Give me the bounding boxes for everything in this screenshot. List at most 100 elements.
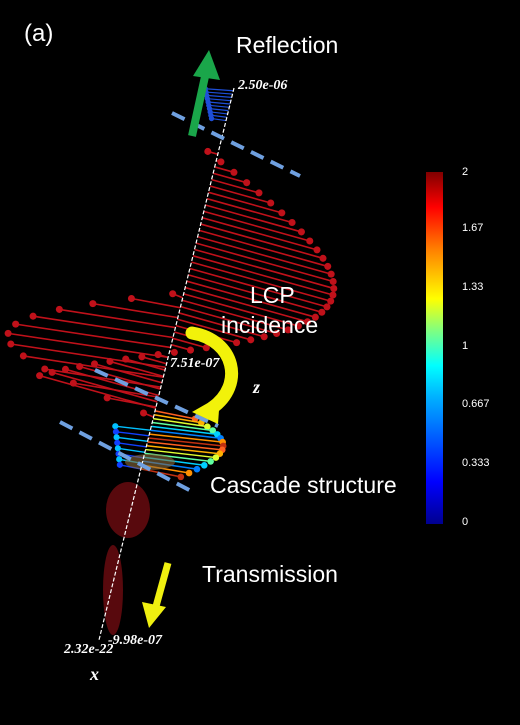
reflected-field-vectors — [202, 86, 234, 122]
incident-vector-head — [323, 303, 331, 311]
incident-vector-head — [90, 360, 99, 368]
transmitted-field-vectors — [103, 454, 175, 635]
incident-vector — [23, 355, 164, 379]
incident-vector-head — [170, 348, 178, 356]
cascade-vector — [146, 444, 220, 455]
incident-vector — [191, 261, 331, 302]
incident-vector — [94, 363, 163, 384]
panel-label: (a) — [24, 20, 54, 47]
incident-vector — [188, 274, 323, 314]
incident-vector-head — [330, 284, 338, 292]
lcp-label: LCP — [250, 282, 295, 308]
transmission-arrow-icon — [142, 562, 172, 628]
cascade-vector — [154, 410, 196, 420]
incident-vector — [202, 216, 318, 251]
cascade-label: Cascade structure — [210, 472, 397, 498]
cascade-vector — [115, 431, 150, 437]
incident-vector-head — [329, 277, 337, 286]
cascade-vector — [115, 425, 151, 431]
cascade-vector-head — [114, 439, 121, 446]
incident-vector-head — [267, 199, 275, 207]
incident-vector — [8, 332, 169, 359]
incident-vector-head — [233, 339, 241, 347]
incident-vector — [172, 337, 207, 349]
incident-vector-head — [311, 313, 319, 321]
incident-vector-head — [255, 189, 263, 197]
incident-vector-head — [29, 312, 37, 320]
incident-vector — [206, 197, 293, 224]
colorbar-tick: 2 — [462, 166, 469, 178]
colorbar-tick: 0.667 — [462, 398, 490, 410]
incident-vector — [203, 210, 310, 242]
cascade-vector-head — [112, 423, 119, 430]
incident-vector — [51, 371, 158, 403]
incident-vector-head — [327, 270, 335, 278]
cascade-vector — [145, 448, 216, 459]
incident-vector — [109, 360, 164, 378]
incident-vector-head — [247, 336, 255, 344]
colorbar-tick: 1.33 — [462, 281, 484, 293]
cascade-vector-head — [207, 458, 214, 465]
colorbar-tick: 1 — [462, 340, 469, 352]
incident-vector — [178, 312, 265, 338]
incident-vector-head — [319, 254, 327, 262]
incident-vector-head — [7, 340, 15, 348]
reflected-vector — [205, 91, 233, 95]
cascade-vector — [147, 441, 223, 451]
cascade-vector — [117, 442, 147, 448]
incident-vector — [189, 267, 328, 308]
cascade-vector — [116, 436, 148, 442]
incident-vector — [73, 382, 159, 398]
axis-tick-bottom-left: 2.32e-22 — [64, 642, 114, 657]
colorbar-tick: 0 — [462, 516, 469, 528]
reflected-vector — [207, 98, 231, 102]
cascade-vector — [151, 425, 218, 436]
colorbar-tick: 1.67 — [462, 222, 484, 234]
incident-vector-head — [202, 344, 210, 352]
incident-vector-head — [4, 329, 12, 337]
incident-vector-head — [230, 168, 238, 176]
reflected-vector — [206, 94, 232, 98]
z-axis-line — [98, 87, 235, 641]
reflected-vector — [209, 108, 229, 112]
incident-vector — [32, 315, 174, 339]
incident-vector-head — [297, 228, 305, 236]
incident-vector-head — [12, 320, 20, 328]
cascade-vector — [117, 447, 146, 454]
reflection-arrow-icon — [188, 50, 220, 137]
incident-vector — [192, 255, 334, 296]
cascade-vector-head — [200, 461, 208, 469]
reflected-vector — [208, 104, 230, 108]
incident-vector-head — [89, 300, 97, 308]
incident-vector-head — [273, 329, 281, 338]
cascade-vector — [153, 414, 202, 424]
cascade-vector-head — [193, 465, 201, 473]
incident-vector — [177, 318, 251, 341]
cascade-vector-head — [116, 461, 123, 468]
cascade-vector-head — [112, 428, 120, 435]
incident-vector — [186, 280, 316, 318]
colorbar — [426, 172, 443, 524]
incident-vector — [200, 223, 324, 260]
cascade-vector-head — [116, 456, 123, 463]
incident-vector — [197, 235, 332, 275]
incident-vector-head — [204, 147, 212, 155]
incident-vector — [184, 286, 308, 323]
incident-vector — [106, 397, 157, 408]
cascade-vector-head — [185, 469, 193, 477]
incident-vector-head — [186, 346, 195, 354]
transmission-label: Transmission — [202, 561, 338, 587]
incident-vector-head — [294, 322, 302, 330]
incident-vector — [211, 178, 260, 194]
colorbar-tick: 0.333 — [462, 457, 490, 469]
reflected-vector — [205, 88, 234, 92]
incident-vector-head — [217, 158, 225, 166]
cascade-vector — [148, 437, 224, 447]
incident-vector-head — [243, 179, 251, 187]
incident-vector-head — [278, 209, 286, 217]
cascade-vector-head — [177, 473, 185, 481]
incident-vector — [209, 185, 271, 204]
reflected-vector — [210, 111, 228, 115]
